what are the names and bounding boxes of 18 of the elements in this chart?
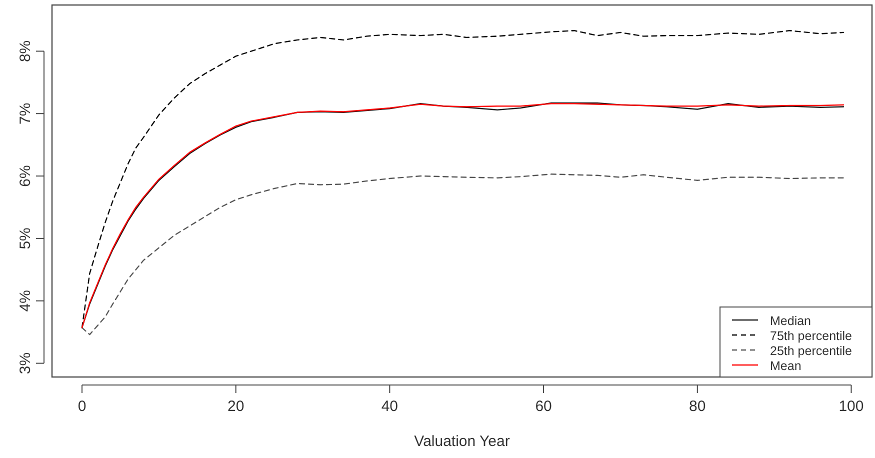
y-tick-label: 7% [17,102,34,124]
legend-label: Median [770,314,812,328]
y-tick-label: 4% [17,290,34,312]
y-tick-label: 5% [17,228,34,250]
x-tick-label: 100 [838,398,864,415]
legend-label: 75th percentile [770,329,852,343]
line-series [81,30,844,328]
legend-label: Mean [770,359,802,373]
y-tick-label: 6% [17,165,34,187]
x-axis-title: Valuation Year [414,433,510,450]
x-tick-label: 60 [535,398,552,415]
legend-label: 25th percentile [770,344,852,358]
x-tick-label: 20 [228,398,244,415]
y-tick-label: 3% [17,352,34,374]
x-tick-label: 80 [689,398,706,415]
x-tick-label: 0 [78,398,86,415]
x-tick-label: 40 [381,398,398,415]
y-tick-label: 8% [17,40,34,62]
